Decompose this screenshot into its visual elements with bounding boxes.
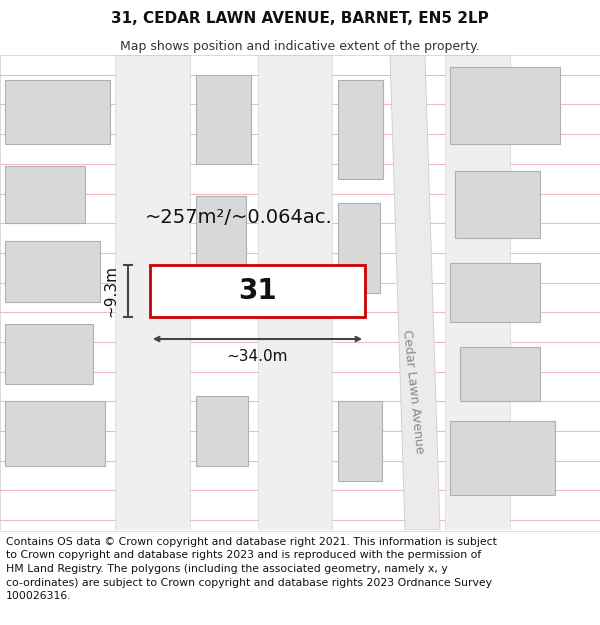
Bar	[450, 262, 540, 322]
Polygon shape	[445, 55, 510, 530]
Bar	[5, 80, 110, 144]
Bar	[150, 265, 365, 318]
Text: co-ordinates) are subject to Crown copyright and database rights 2023 Ordnance S: co-ordinates) are subject to Crown copyr…	[6, 578, 492, 587]
Text: Map shows position and indicative extent of the property.: Map shows position and indicative extent…	[120, 39, 480, 52]
Text: Contains OS data © Crown copyright and database right 2021. This information is : Contains OS data © Crown copyright and d…	[6, 537, 497, 547]
Bar	[460, 347, 540, 401]
Polygon shape	[258, 55, 332, 530]
Text: to Crown copyright and database rights 2023 and is reproduced with the permissio: to Crown copyright and database rights 2…	[6, 551, 481, 561]
Bar	[338, 401, 382, 481]
Bar	[5, 166, 85, 223]
Text: 31: 31	[238, 277, 277, 305]
Bar	[5, 401, 105, 466]
Bar	[338, 204, 380, 292]
Bar	[196, 396, 248, 466]
Bar	[455, 171, 540, 238]
Bar	[196, 196, 246, 272]
Text: 31, CEDAR LAWN AVENUE, BARNET, EN5 2LP: 31, CEDAR LAWN AVENUE, BARNET, EN5 2LP	[111, 11, 489, 26]
Text: HM Land Registry. The polygons (including the associated geometry, namely x, y: HM Land Registry. The polygons (includin…	[6, 564, 448, 574]
Text: ~34.0m: ~34.0m	[227, 349, 288, 364]
Polygon shape	[390, 55, 440, 530]
Text: ~257m²/~0.064ac.: ~257m²/~0.064ac.	[145, 208, 333, 227]
Bar	[196, 75, 251, 164]
Text: Cedar Lawn Avenue: Cedar Lawn Avenue	[400, 329, 425, 454]
Bar	[450, 421, 555, 496]
Text: 100026316.: 100026316.	[6, 591, 71, 601]
Bar	[5, 241, 100, 302]
Text: ~9.3m: ~9.3m	[103, 265, 118, 317]
Bar	[338, 80, 383, 179]
Polygon shape	[115, 55, 190, 530]
Bar	[450, 67, 560, 144]
Bar	[5, 324, 93, 384]
